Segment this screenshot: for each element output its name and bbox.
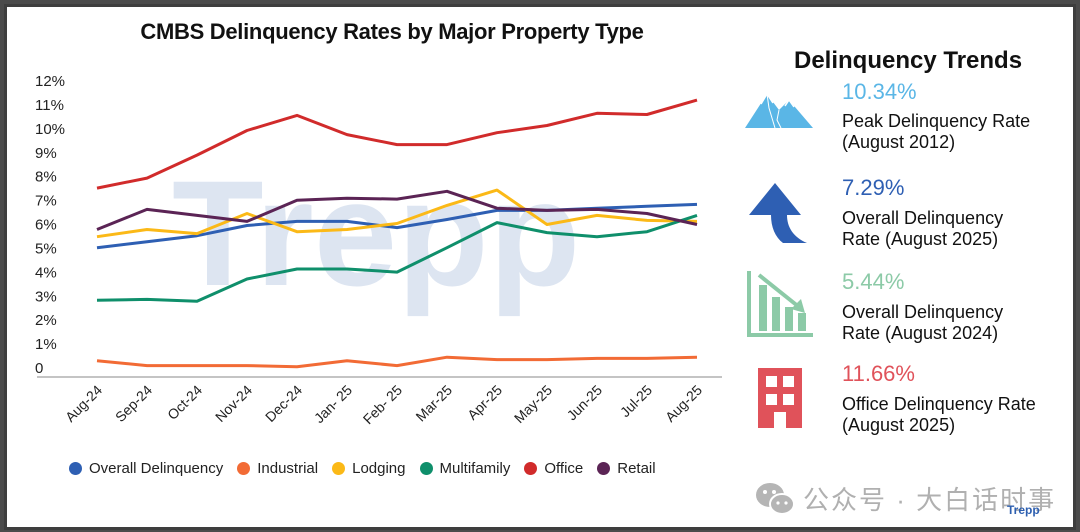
legend-label: Multifamily bbox=[439, 460, 511, 477]
x-tick-label: Apr-25 bbox=[464, 382, 505, 423]
legend-marker bbox=[237, 462, 251, 475]
y-tick-label: 12% bbox=[35, 73, 65, 90]
x-tick-label: Aug-25 bbox=[662, 382, 705, 425]
legend-label: Office bbox=[544, 460, 584, 477]
line-chart: Trepp®01%2%3%4%5%6%7%8%9%10%11%12%Aug-24… bbox=[35, 73, 722, 428]
x-tick-label: Oct-24 bbox=[164, 382, 205, 423]
stat-overall-2025: 7.29% Overall Delinquency Rate (August 2… bbox=[842, 175, 1003, 250]
legend-marker bbox=[419, 462, 433, 475]
y-tick-label: 11% bbox=[35, 97, 64, 114]
wechat-icon bbox=[756, 482, 795, 515]
y-tick-label: 5% bbox=[35, 240, 57, 257]
stat-sublabel: Rate (August 2024) bbox=[842, 323, 999, 343]
wechat-watermark: 公众号 · 大白话时事 bbox=[755, 480, 1056, 517]
legend-marker bbox=[524, 462, 538, 475]
declining-bar-chart-icon bbox=[747, 271, 813, 337]
trepp-source-logo: Trepp bbox=[1007, 503, 1040, 517]
legend-marker bbox=[69, 462, 82, 475]
x-tick-label: Nov-24 bbox=[212, 382, 255, 425]
x-tick-label: Jul-25 bbox=[617, 382, 655, 420]
stat-overall-2024: 5.44% Overall Delinquency Rate (August 2… bbox=[842, 269, 1003, 344]
stat-sublabel: (August 2012) bbox=[842, 132, 956, 152]
legend-item-industrial: Industrial bbox=[237, 460, 318, 477]
x-tick-label: Jan- 25 bbox=[311, 382, 355, 426]
stat-value: 11.66% bbox=[842, 361, 915, 386]
legend-item-multifamily: Multifamily bbox=[419, 460, 511, 477]
legend-marker bbox=[332, 462, 346, 475]
y-tick-label: 8% bbox=[35, 169, 57, 186]
y-tick-label: 2% bbox=[35, 312, 57, 329]
x-tick-label: Jun-25 bbox=[564, 382, 606, 424]
stat-label: Peak Delinquency Rate bbox=[842, 111, 1031, 131]
x-tick-label: Aug-24 bbox=[62, 382, 105, 425]
infographic-frame: CMBS Delinquency Rates by Major Property… bbox=[4, 4, 1076, 530]
panel-title: Delinquency Trends bbox=[794, 47, 1023, 74]
x-tick-label: May-25 bbox=[511, 382, 555, 426]
series-line-industrial bbox=[96, 355, 698, 369]
legend-label: Industrial bbox=[257, 460, 319, 477]
stat-sublabel: Rate (August 2025) bbox=[842, 229, 999, 249]
y-tick-label: 9% bbox=[35, 145, 57, 162]
legend-label: Retail bbox=[617, 460, 656, 477]
y-tick-label: 1% bbox=[35, 336, 57, 353]
stat-office-2025: 11.66% Office Delinquency Rate (August 2… bbox=[842, 361, 1036, 436]
stat-label: Overall Delinquency bbox=[842, 208, 1004, 228]
chart-legend: Overall Delinquency Industrial Lodging Mult… bbox=[69, 460, 656, 477]
legend-label: Overall Delinquency bbox=[89, 460, 224, 477]
stat-value: 5.44% bbox=[842, 269, 905, 294]
trepp-watermark: Trepp bbox=[172, 149, 580, 317]
stat-sublabel: (August 2025) bbox=[842, 415, 956, 435]
x-tick-label: Feb- 25 bbox=[360, 382, 406, 428]
y-tick-label: 6% bbox=[35, 217, 57, 234]
office-building-icon bbox=[758, 368, 802, 428]
legend-item-overall-delinquency: Overall Delinquency bbox=[69, 460, 223, 477]
mountain-peak-icon bbox=[745, 92, 813, 129]
series-line-office bbox=[96, 98, 698, 190]
series-line-multifamily bbox=[96, 213, 698, 303]
y-tick-label: 4% bbox=[35, 264, 57, 281]
chart-title: CMBS Delinquency Rates by Major Property… bbox=[140, 19, 644, 44]
legend-label: Lodging bbox=[352, 460, 406, 477]
y-tick-label: 0 bbox=[35, 360, 43, 377]
curved-up-arrow-icon bbox=[749, 183, 807, 243]
x-tick-label: Sep-24 bbox=[112, 382, 155, 425]
wechat-account-label: 公众号 · 大白话时事 bbox=[803, 485, 1057, 515]
legend-item-office: Office bbox=[524, 460, 583, 477]
x-tick-label: Mar-25 bbox=[412, 382, 455, 425]
stat-peak-rate: 10.34% Peak Delinquency Rate (August 201… bbox=[842, 79, 1030, 153]
y-tick-label: 7% bbox=[35, 193, 57, 210]
y-tick-label: 10% bbox=[35, 121, 65, 138]
stat-label: Office Delinquency Rate bbox=[842, 394, 1036, 414]
series-line-retail bbox=[96, 189, 698, 231]
stat-value: 7.29% bbox=[842, 175, 905, 200]
x-tick-label: Dec-24 bbox=[262, 382, 305, 425]
series-line-lodging bbox=[96, 188, 698, 239]
stat-label: Overall Delinquency bbox=[842, 302, 1004, 322]
y-tick-label: 3% bbox=[35, 288, 57, 305]
legend-marker bbox=[597, 462, 611, 475]
legend-item-retail: Retail bbox=[597, 460, 656, 477]
stat-value: 10.34% bbox=[842, 79, 917, 104]
legend-item-lodging: Lodging bbox=[332, 460, 406, 477]
